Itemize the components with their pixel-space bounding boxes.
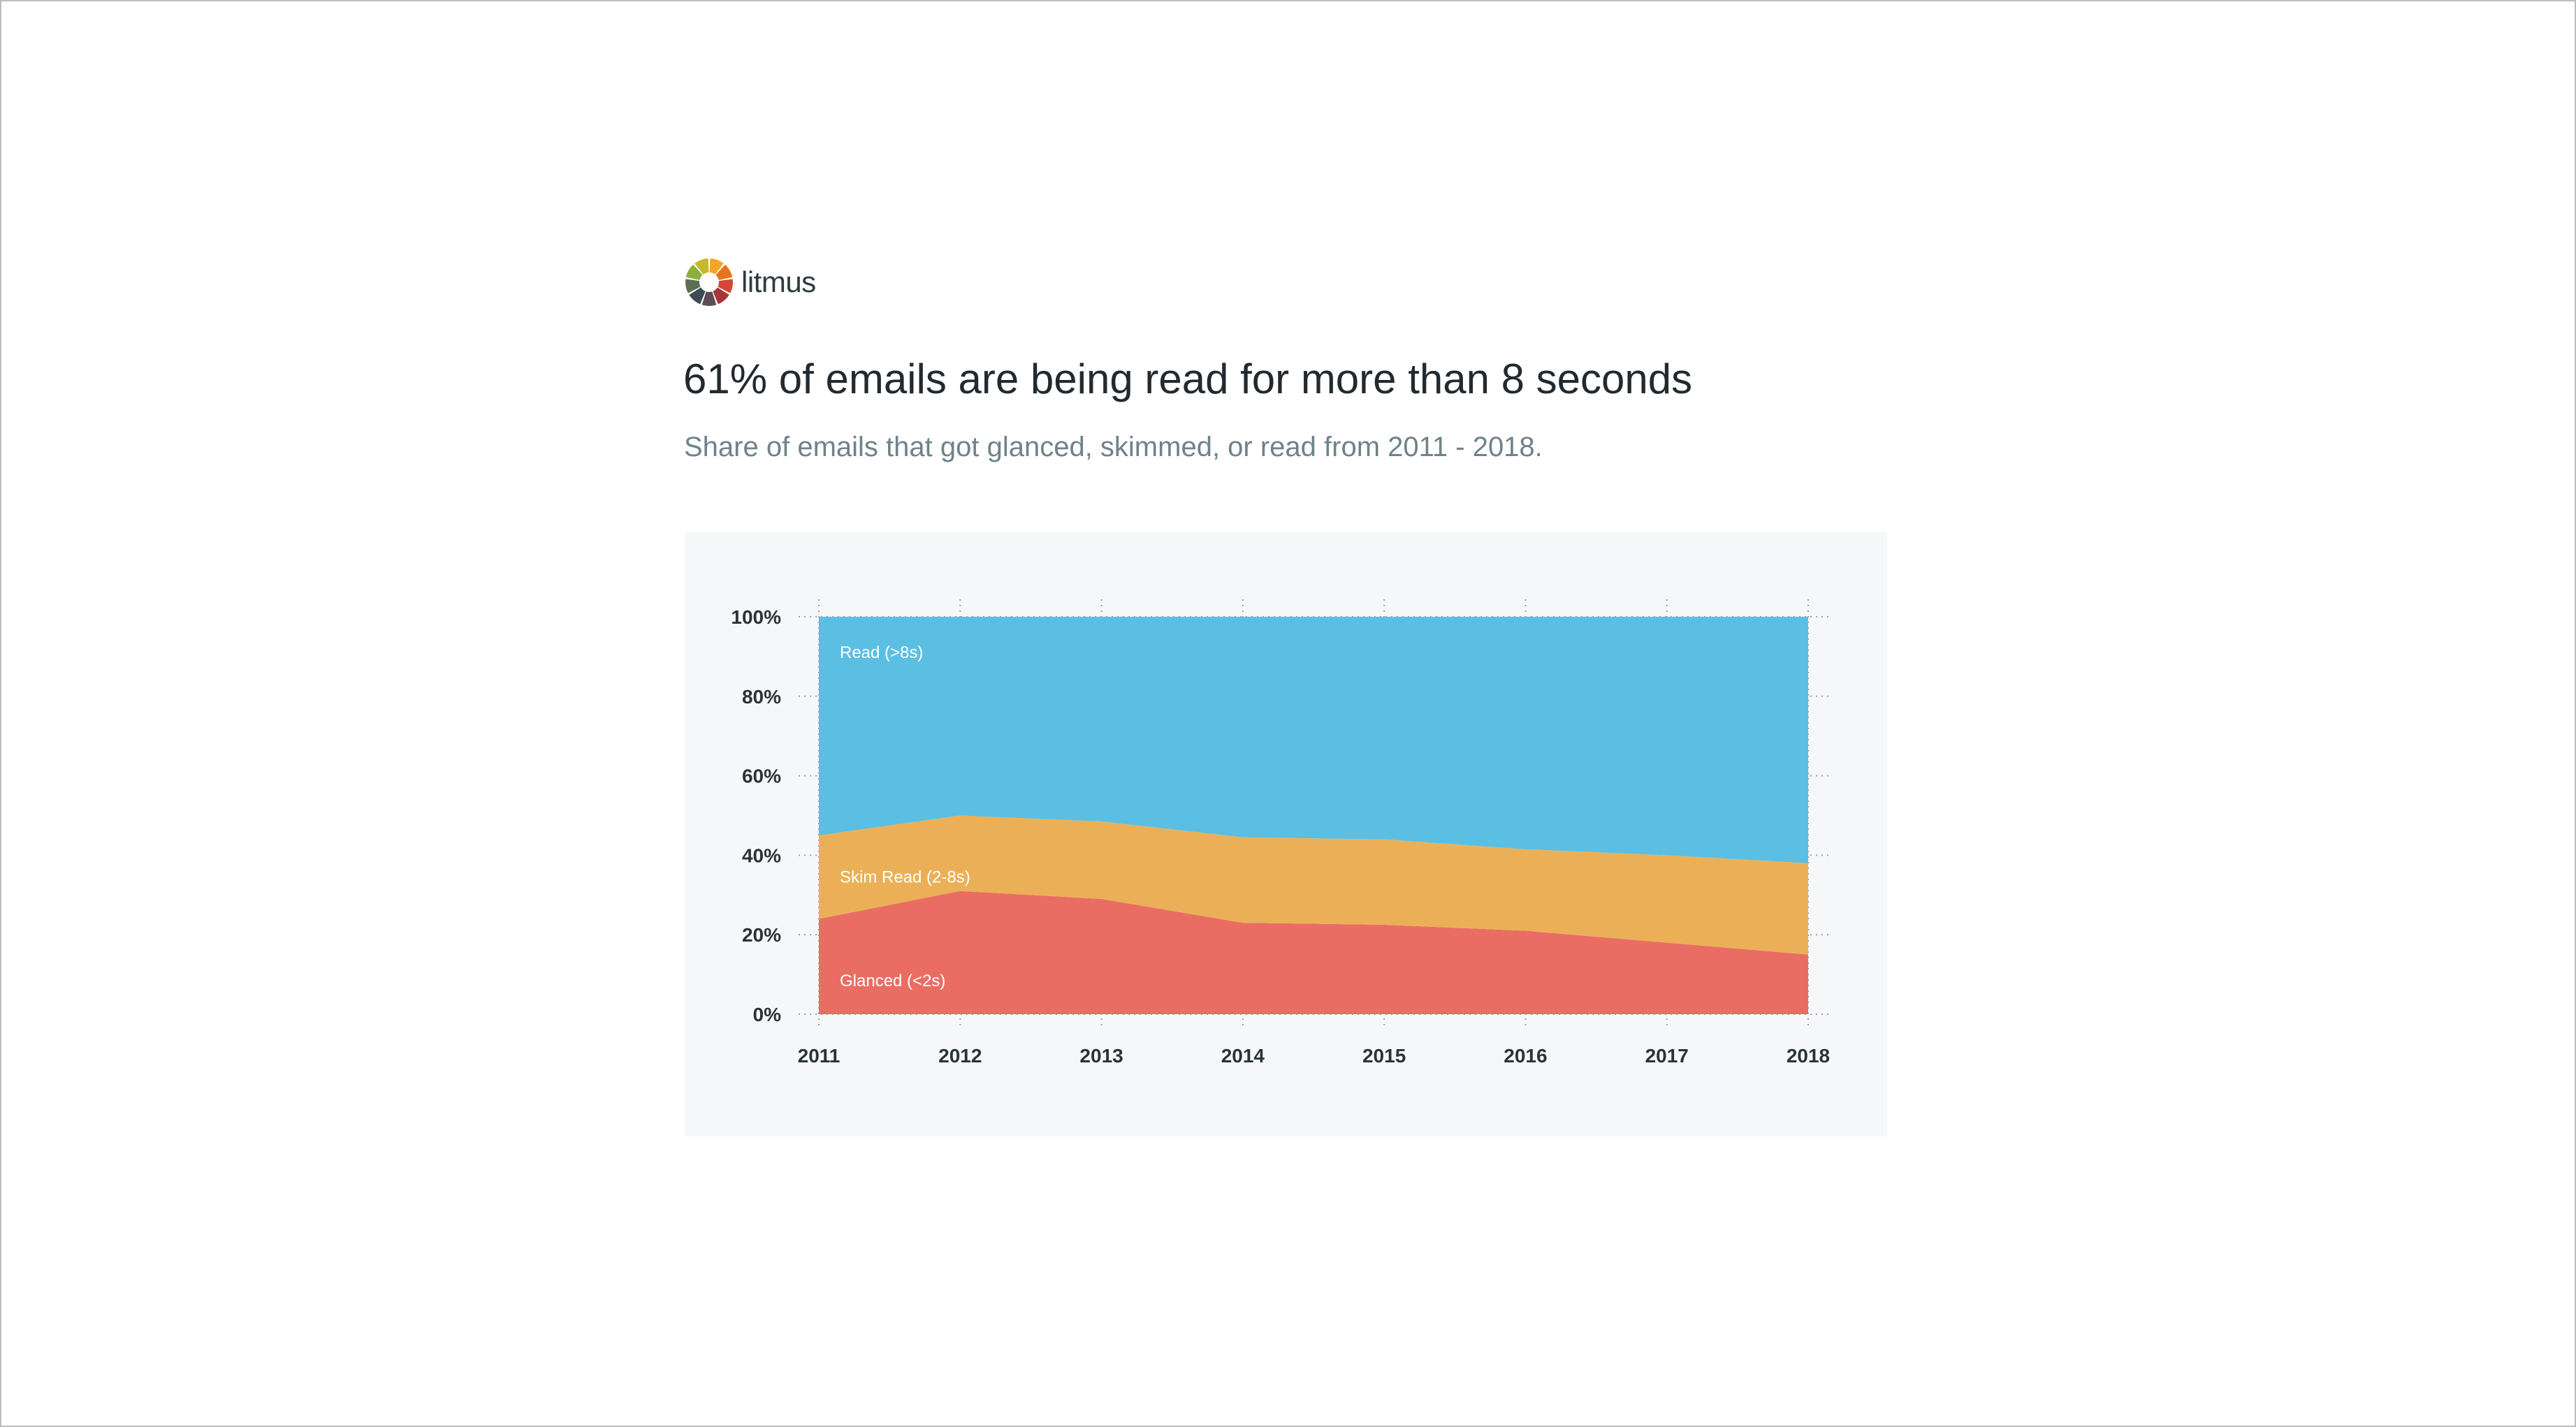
y-tick-label: 80% — [742, 686, 781, 708]
logo-segment — [715, 264, 733, 281]
x-tick-label: 2012 — [938, 1045, 982, 1067]
x-tick-label: 2016 — [1504, 1045, 1547, 1067]
logo-segment — [689, 287, 706, 305]
logo-segment — [694, 258, 709, 275]
glanced-label: Glanced (<2s) — [840, 972, 945, 990]
y-tick-label: 100% — [731, 606, 781, 628]
y-tick-label: 0% — [753, 1004, 782, 1025]
logo-wordmark: litmus — [741, 265, 816, 298]
x-tick-label: 2011 — [798, 1045, 841, 1067]
chart-title: 61% of emails are being read for more th… — [683, 356, 1693, 402]
logo-segment — [718, 279, 733, 293]
litmus-logo-icon — [685, 258, 733, 306]
x-tick-label: 2017 — [1645, 1045, 1689, 1067]
logo-segment — [713, 287, 729, 305]
area-series — [819, 617, 1808, 1014]
x-tick-label: 2015 — [1362, 1045, 1406, 1067]
skim-read-label: Skim Read (2-8s) — [840, 868, 970, 887]
stacked-area-chart: 0%20%40%60%80%100% 2011 2012 2013 2014 2015 2… — [731, 599, 1831, 1067]
series-labels: Glanced (<2s) Skim Read (2-8s) Read (>8s) — [840, 643, 970, 990]
read-label: Read (>8s) — [840, 643, 923, 662]
read-area — [819, 617, 1808, 863]
x-tick-label: 2013 — [1079, 1045, 1123, 1067]
y-tick-label: 60% — [742, 766, 781, 787]
logo-segment — [685, 279, 701, 293]
y-axis-tick-labels: 0% 20% 40% 60% 80% 100% — [731, 606, 781, 1025]
logo-segment — [701, 291, 717, 306]
y-tick-label: 20% — [742, 924, 781, 946]
skim-read-area — [819, 815, 1808, 955]
glanced-area — [819, 891, 1808, 1014]
x-tick-label: 2014 — [1221, 1045, 1265, 1067]
logo-segment — [685, 264, 703, 281]
chart-subtitle: Share of emails that got glanced, skimme… — [684, 432, 1543, 462]
x-axis-tick-labels: 2011 2012 2013 2014 2015 2016 2017 2018 — [798, 1045, 1831, 1067]
x-tick-label: 2018 — [1787, 1045, 1830, 1067]
chart-panel: 0% 20% 40% 60% 80% 100% 2011 2012 2013 2014 2015 2… — [685, 532, 1887, 1136]
litmus-logo: litmus — [684, 257, 816, 307]
logo-segment — [709, 258, 724, 275]
y-tick-label: 40% — [742, 844, 781, 866]
